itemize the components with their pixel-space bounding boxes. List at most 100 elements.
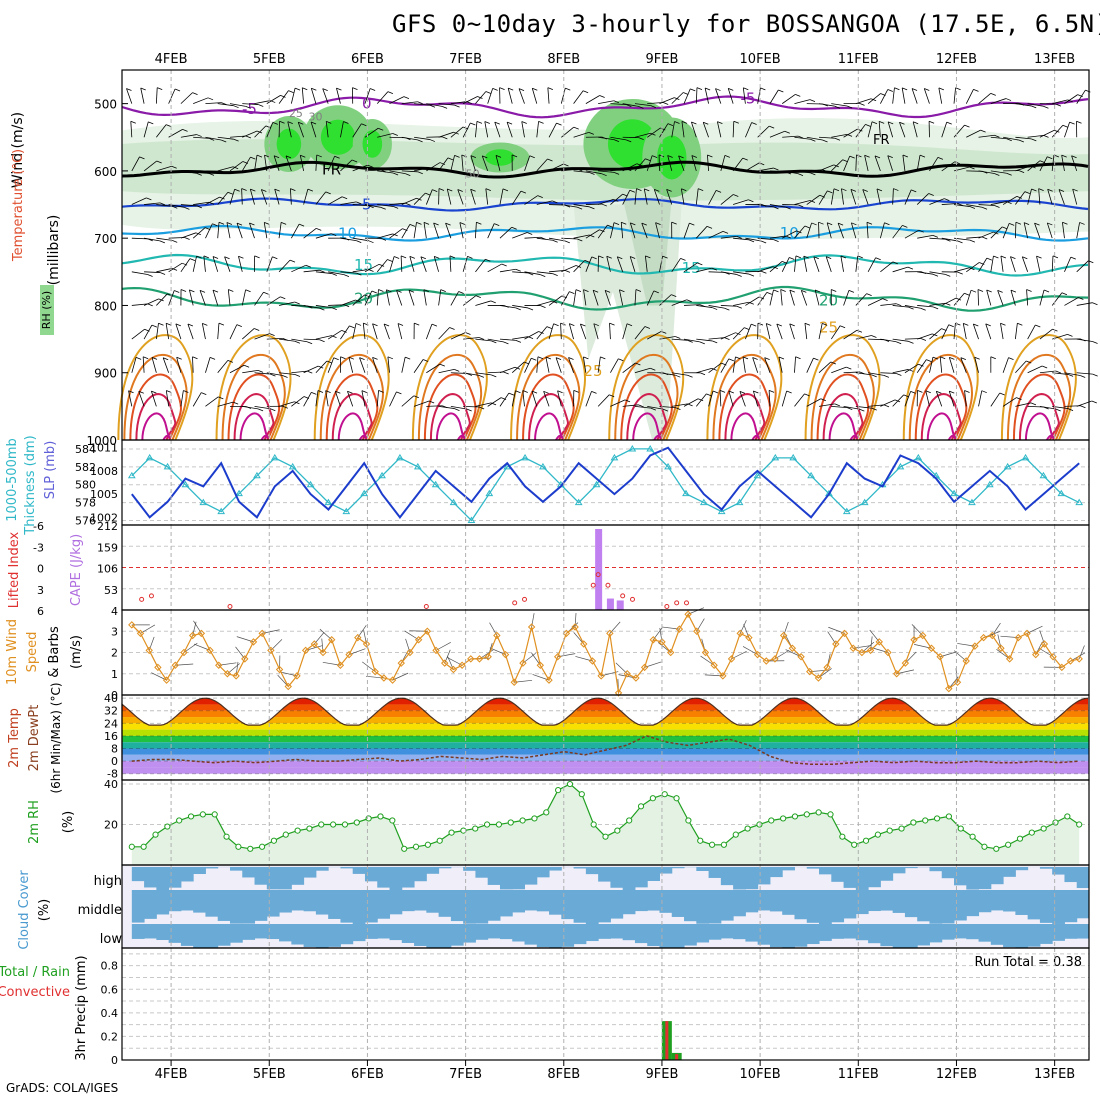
wind-barb-flag: [355, 323, 362, 326]
wind-barb-flag: [1009, 223, 1015, 226]
wind-barb: [634, 405, 651, 409]
wind-barb-flag: [645, 158, 651, 162]
wind-barb-flag: [546, 326, 553, 330]
wind-barb-flag: [159, 240, 166, 244]
wind-barb-flag: [1002, 226, 1008, 230]
wind-barb-flag: [1031, 138, 1037, 142]
wind-barb: [806, 136, 823, 141]
rh-point: [708, 841, 716, 848]
cloud-cell: [193, 890, 206, 913]
wind-barb: [340, 299, 356, 306]
wind-barb: [1039, 328, 1053, 340]
rh-point: [519, 817, 526, 824]
wind-barb: [929, 357, 934, 373]
wind-barb: [597, 224, 608, 239]
isotherm-line: [121, 197, 1089, 212]
wind-barb-flag: [158, 322, 164, 326]
cloud-cell: [463, 890, 476, 924]
wind-barb-flag: [555, 357, 562, 360]
wind-barb-flag: [454, 154, 460, 158]
wind-barb-flag: [946, 121, 952, 125]
wind-barb-flag: [1070, 256, 1076, 260]
wind-barb: [543, 391, 550, 407]
cloud-cell: [401, 890, 415, 912]
wind-barb: [495, 155, 501, 172]
wind-barb-flag: [846, 366, 852, 370]
cloud-cell: [806, 924, 820, 945]
wind-barb-flag: [948, 324, 954, 328]
wind-barb-flag: [773, 206, 779, 210]
wind-barb-flag: [635, 362, 641, 366]
rh-point: [483, 821, 491, 828]
wind-barb: [765, 323, 771, 340]
wind-barb-flag: [907, 266, 914, 270]
wind-barb: [666, 189, 673, 205]
wind-barb-flag: [218, 322, 225, 326]
wind-barb-flag: [209, 357, 216, 360]
rh-area: [131, 784, 1080, 865]
wind-barb-flag: [440, 289, 446, 292]
wind-barb: [180, 390, 184, 407]
wind-barb-flag: [820, 398, 826, 402]
wind-barb: [622, 163, 638, 172]
wind-barb: [990, 201, 1007, 205]
wind-barb: [131, 271, 148, 275]
wind-barb: [130, 121, 133, 138]
wind-speed-point: [258, 629, 266, 638]
cloud-level-label: middle: [78, 903, 122, 918]
date-label-bottom: 4FEB: [155, 1067, 188, 1082]
wind-barb-flag: [871, 121, 878, 125]
lifted-index-tick-label: 6: [37, 605, 44, 618]
wind-barb-flag: [699, 372, 706, 376]
cloud-cell: [941, 867, 955, 879]
wind-barb-flag: [736, 274, 742, 277]
isotherm-surface-loop: [417, 353, 483, 441]
wind-barb-flag: [1022, 256, 1028, 260]
cloud-cell: [573, 924, 587, 945]
wind-barb-flag: [1031, 188, 1037, 192]
wind-barb-flag: [666, 189, 672, 192]
wind-barb-flag: [361, 390, 368, 394]
wind-barb-flag: [932, 235, 939, 238]
wind-barb: [126, 88, 133, 104]
cloud-cell: [315, 867, 329, 871]
wind-barb: [707, 154, 709, 171]
rh-point: [945, 813, 953, 820]
wind-barb: [557, 390, 562, 407]
cloud-cell: [536, 890, 550, 912]
cloud-cell: [131, 867, 145, 882]
thickness-point: [360, 489, 369, 497]
lifted-index-point: [522, 596, 528, 602]
wind-speed-point: [953, 678, 962, 686]
wind-barb: [573, 132, 589, 138]
wind-barb-flag: [733, 194, 739, 197]
wind-barb-flag: [547, 87, 553, 91]
wind-barb: [904, 305, 921, 309]
wind-barb: [646, 127, 661, 138]
wind-barb-flag: [1067, 334, 1073, 337]
rh-point: [152, 831, 159, 838]
cloud-cell: [917, 924, 930, 946]
temperature-contour-label: FR: [873, 133, 890, 148]
wind-barb-flag: [728, 390, 734, 394]
wind-barb-flag: [232, 401, 239, 405]
wind-barb: [683, 398, 699, 407]
wind-speed-point: [588, 657, 597, 665]
wind-barb-flag: [181, 262, 188, 266]
wind-barb-flag: [894, 87, 900, 91]
cloud-cell: [1027, 924, 1041, 947]
wind-barb-flag: [584, 260, 590, 263]
wind-barb-flag: [712, 340, 718, 344]
wind-barb-flag: [494, 223, 500, 226]
isotherm-surface-loop: [632, 412, 662, 441]
wind-speed-point: [380, 674, 388, 682]
wind-speed-point: [580, 640, 588, 648]
wind-barb-flag: [413, 395, 419, 399]
cloud-cell: [892, 867, 906, 874]
wind-barb-flag: [813, 357, 819, 361]
cloud-cell: [634, 890, 648, 912]
wind-barb-flag: [349, 325, 355, 329]
rh-legend-swatch: [40, 285, 54, 335]
wind-barb: [545, 356, 550, 373]
lifted-index-tick-label: 3: [37, 584, 44, 597]
